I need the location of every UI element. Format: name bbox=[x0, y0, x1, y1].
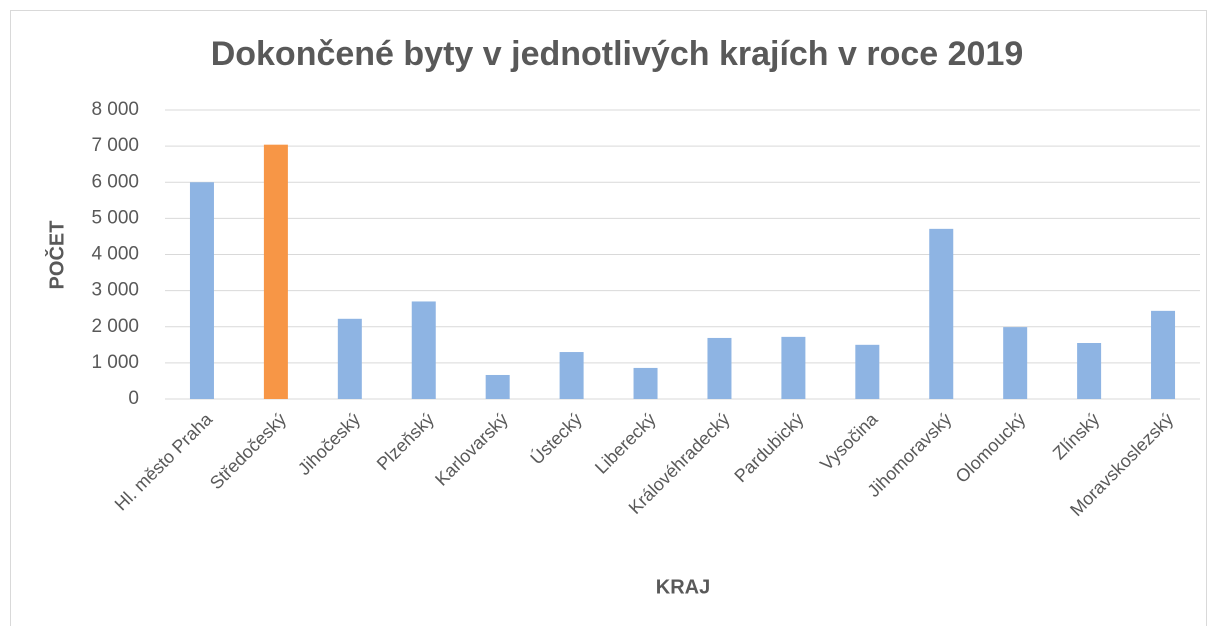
bar bbox=[411, 301, 436, 399]
chart-title: Dokončené byty v jednotlivých krajích v … bbox=[211, 35, 1024, 73]
bar bbox=[337, 318, 362, 399]
y-tick-label: 6 000 bbox=[91, 171, 139, 192]
bar bbox=[633, 367, 658, 399]
bar bbox=[559, 352, 584, 399]
y-tick-label: 2 000 bbox=[91, 316, 139, 337]
bar bbox=[1151, 310, 1176, 399]
bar bbox=[1077, 343, 1102, 399]
y-tick-label: 0 bbox=[128, 388, 139, 409]
y-tick-label: 1 000 bbox=[91, 352, 139, 373]
bar bbox=[263, 144, 288, 399]
y-tick-label: 8 000 bbox=[91, 99, 139, 120]
chart-frame bbox=[10, 10, 1207, 626]
x-axis-label: KRAJ bbox=[656, 576, 710, 598]
bar bbox=[929, 228, 954, 399]
y-tick-label: 5 000 bbox=[91, 207, 139, 228]
bar bbox=[189, 182, 214, 399]
y-tick-label: 3 000 bbox=[91, 280, 139, 301]
bar bbox=[485, 374, 510, 399]
bar bbox=[1003, 327, 1028, 399]
y-axis-label: POČET bbox=[44, 221, 68, 290]
bar bbox=[855, 344, 880, 399]
bar bbox=[707, 337, 732, 399]
y-tick-label: 4 000 bbox=[91, 244, 139, 265]
bar bbox=[781, 336, 806, 399]
y-tick-label: 7 000 bbox=[91, 135, 139, 156]
